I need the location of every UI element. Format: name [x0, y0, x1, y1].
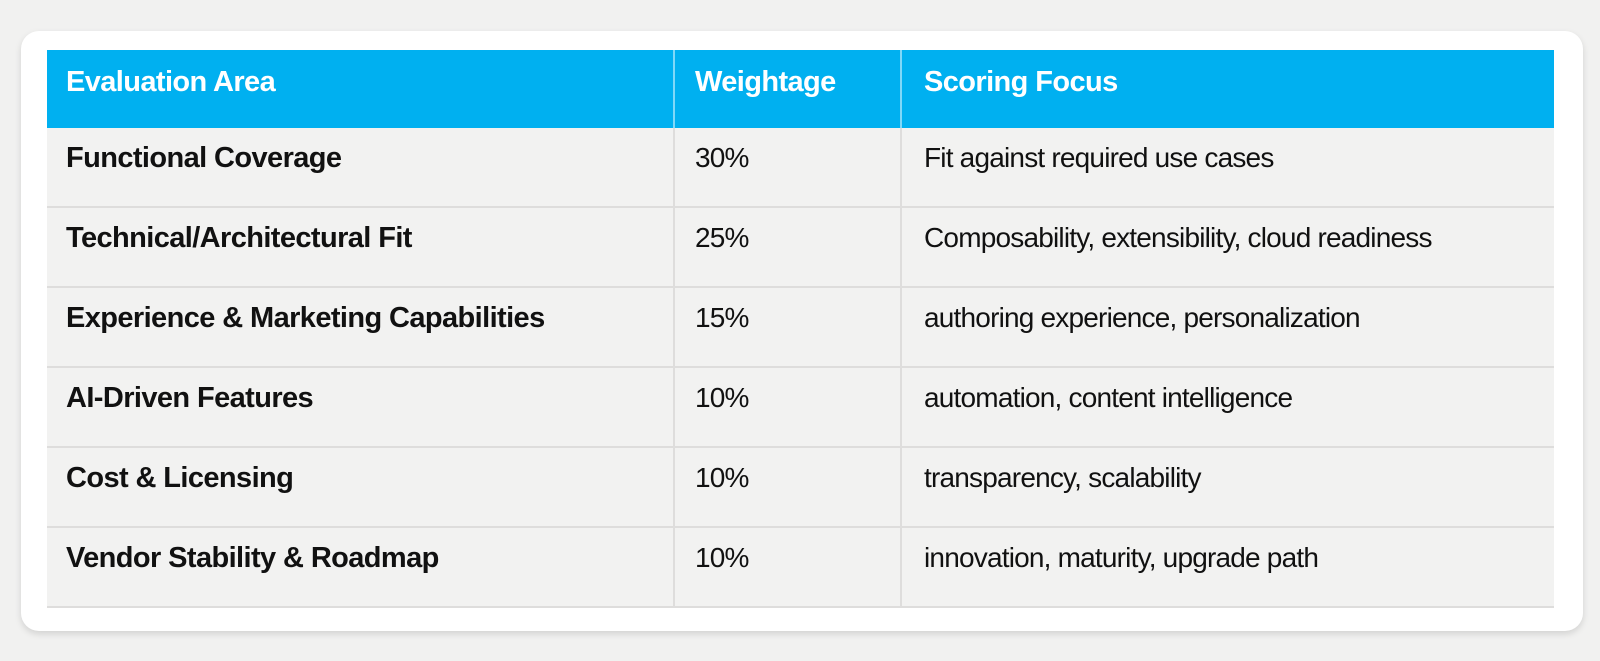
table-row: Cost & Licensing 10% transparency, scalabi…: [47, 448, 1554, 528]
cell-weightage: 10%: [673, 528, 900, 606]
cell-scoring-focus: authoring experience, personalization: [900, 288, 1554, 366]
cell-evaluation-area: AI-Driven Features: [66, 381, 314, 414]
table-row: AI-Driven Features 10% automation, content…: [47, 368, 1554, 448]
table-header-row: Evaluation Area Weightage Scoring Focus: [47, 50, 1554, 128]
content-card: Evaluation Area Weightage Scoring Focus …: [21, 31, 1583, 631]
cell-weightage: 10%: [673, 368, 900, 446]
evaluation-table: Evaluation Area Weightage Scoring Focus …: [47, 50, 1554, 608]
cell-evaluation-area: Functional Coverage: [66, 141, 342, 174]
table-row: Experience & Marketing Capabilities 15% au…: [47, 288, 1554, 368]
cell-scoring-focus: automation, content intelligence: [900, 368, 1554, 446]
column-header-scoring-focus: Scoring Focus: [900, 50, 1554, 128]
table-row: Vendor Stability & Roadmap 10% innovation,…: [47, 528, 1554, 608]
table-row: Functional Coverage 30% Fit against requir…: [47, 128, 1554, 208]
cell-weightage: 30%: [673, 128, 900, 206]
cell-evaluation-area: Cost & Licensing: [66, 461, 294, 494]
cell-weightage: 15%: [673, 288, 900, 366]
cell-scoring-focus: Composability, extensibility, cloud read…: [900, 208, 1554, 286]
cell-evaluation-area: Technical/Architectural Fit: [66, 221, 412, 254]
cell-weightage: 10%: [673, 448, 900, 526]
cell-scoring-focus: innovation, maturity, upgrade path: [900, 528, 1554, 606]
cell-weightage: 25%: [673, 208, 900, 286]
cell-scoring-focus: Fit against required use cases: [900, 128, 1554, 206]
cell-scoring-focus: transparency, scalability: [900, 448, 1554, 526]
table-body: Functional Coverage 30% Fit against requir…: [47, 128, 1554, 608]
column-header-weightage: Weightage: [673, 50, 900, 128]
cell-evaluation-area: Experience & Marketing Capabilities: [66, 301, 545, 334]
cell-evaluation-area: Vendor Stability & Roadmap: [66, 541, 439, 574]
table-row: Technical/Architectural Fit 25% Composabil…: [47, 208, 1554, 288]
column-header-evaluation-area: Evaluation Area: [66, 65, 276, 98]
